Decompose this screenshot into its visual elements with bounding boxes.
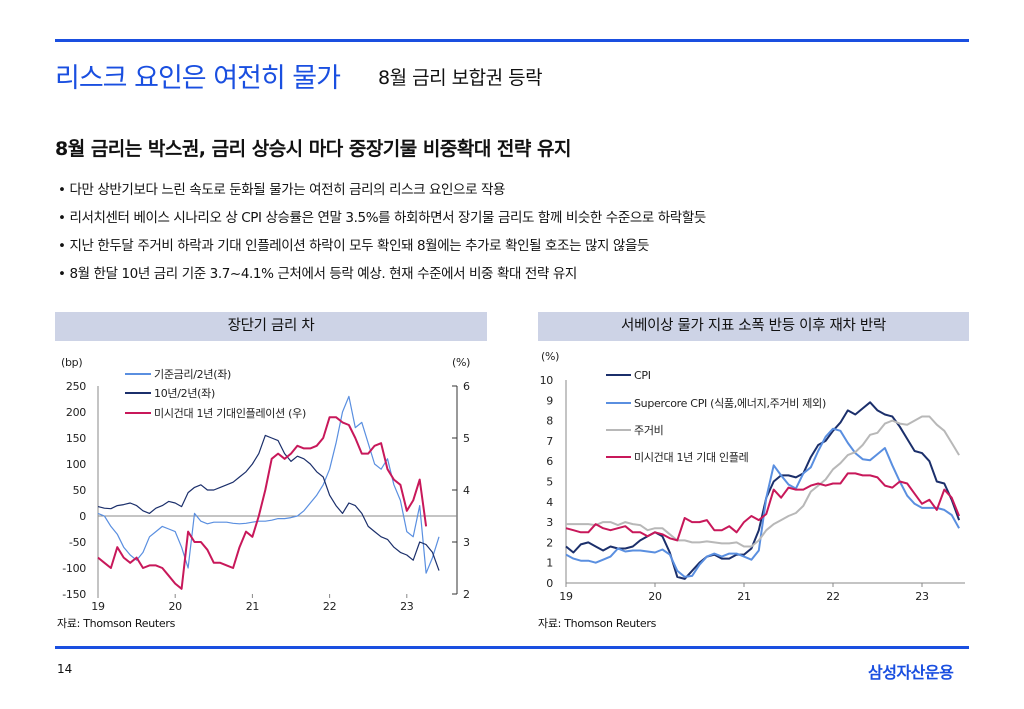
chart2-x-tick: 23 [915,590,929,603]
company-logo: 삼성자산운용 [868,663,954,682]
chart1-y-tick-right: 5 [463,432,470,445]
chart1-y-tick-right: 2 [463,588,470,601]
chart1-series-line [97,395,440,574]
chart1-y-tick-left: 100 [66,458,86,471]
chart2-series-line [565,427,960,578]
chart2-y-tick: 3 [546,516,553,529]
chart1-x-tick: 23 [400,600,414,613]
chart2-unit: (%) [541,350,559,363]
chart1-y-tick-left: 0 [79,510,86,523]
chart2-y-tick: 6 [546,455,553,468]
bullet-3: • 지난 한두달 주거비 하락과 기대 인플레이션 하락이 모두 확인돼 8월에… [58,238,649,254]
chart2-y-tick: 10 [540,374,554,387]
chart1-y-tick-left: 200 [66,406,86,419]
chart2-series-line [565,401,961,580]
chart1-y-tick-left: -100 [62,562,86,575]
chart2-y-tick: 1 [546,557,553,570]
section-subtitle: 8월 금리는 박스권, 금리 상승시 마다 중장기물 비중확대 전략 유지 [55,138,571,160]
chart1-x-tick: 21 [246,600,259,613]
chart2-y-tick: 4 [546,496,553,509]
chart2-x-tick: 20 [648,590,662,603]
bullet-2: • 리서치센터 베이스 시나리오 상 CPI 상승률은 연말 3.5%를 하회하… [58,210,706,226]
chart2-y-tick: 5 [546,476,553,489]
chart1-y-tick-left: 150 [66,432,86,445]
chart2-source: 자료: Thomson Reuters [538,617,657,630]
chart1-right-unit: (%) [452,356,470,369]
chart1-y-tick-left: 50 [73,484,87,497]
chart1-x-tick: 19 [91,600,105,613]
page-number: 14 [57,662,73,676]
page-title-sub: 8월 금리 보합권 등락 [378,67,543,89]
chart2-y-tick: 0 [546,577,553,590]
chart2-y-tick: 9 [546,394,553,407]
chart1-source: 자료: Thomson Reuters [57,617,176,630]
chart1-left-unit: (bp) [61,356,82,369]
chart1-legend-label: 기준금리/2년(좌) [154,368,231,381]
chart2-x-tick: 22 [826,590,839,603]
chart1-y-tick-right: 6 [463,380,470,393]
chart2-series-line [566,415,960,548]
chart1-x-tick: 20 [168,600,182,613]
chart2-y-tick: 2 [546,536,553,549]
chart1-y-tick-left: 250 [66,380,86,393]
bullet-4: • 8월 한달 10년 금리 기준 3.7~4.1% 근처에서 등락 예상. 현… [58,266,577,282]
chart1-legend-label: 미시건대 1년 기대인플레이션 (우) [154,407,306,420]
chart1-y-tick-left: -150 [62,588,86,601]
chart1-legend-label: 10년/2년(좌) [154,387,215,400]
chart1-y-tick-right: 3 [463,536,470,549]
chart2-legend-label: Supercore CPI (식품,에너지,주거비 제외) [634,397,826,410]
bullet-1: • 다만 상반기보다 느린 속도로 둔화될 물가는 여전히 금리의 리스크 요인… [58,182,506,198]
chart1-x-tick: 22 [323,600,336,613]
chart2-x-tick: 21 [737,590,750,603]
chart1-title: 장단기 금리 차 [55,312,487,341]
page-title: 리스크 요인은 여전히 물가 [55,63,341,94]
chart2-legend-label: 주거비 [634,424,663,437]
chart1-series-line [97,416,428,590]
bottom-rule [55,646,969,649]
chart1-series-line [97,434,440,571]
chart2-x-tick: 19 [559,590,573,603]
chart2-y-tick: 8 [546,415,553,428]
chart2-y-tick: 7 [546,435,553,448]
chart1-y-tick-left: -50 [69,536,86,549]
chart2-legend-label: CPI [634,369,651,382]
chart2-legend-label: 미시건대 1년 기대 인플레 [634,451,749,464]
chart2-series-line [565,472,961,542]
chart2-title: 서베이상 물가 지표 소폭 반등 이후 재차 반락 [538,312,969,341]
top-rule [55,39,969,42]
chart1-y-tick-right: 4 [463,484,470,497]
